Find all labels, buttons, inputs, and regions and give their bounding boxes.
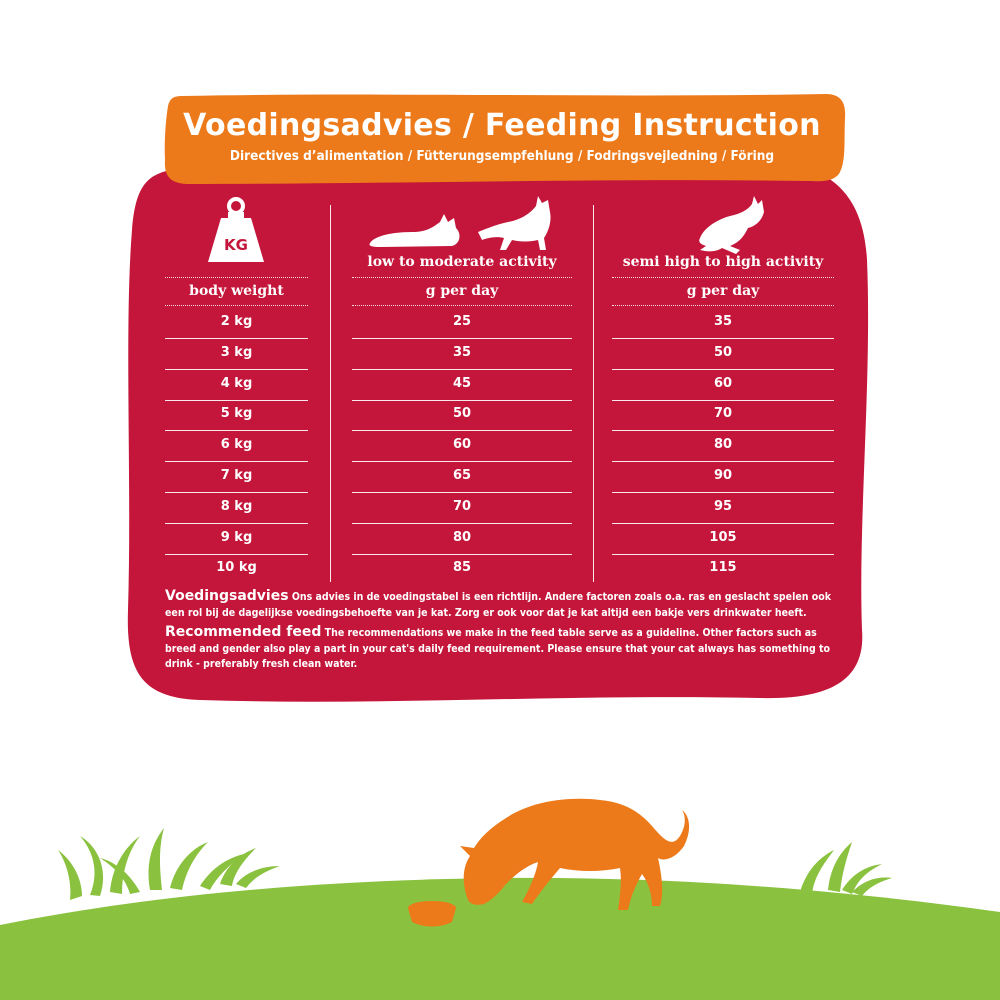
page-title: Voedingsadvies / Feeding Instruction bbox=[183, 108, 821, 143]
cell-weight: 8 kg bbox=[165, 492, 308, 524]
grass-blades-left bbox=[58, 828, 280, 900]
cell-weight: 6 kg bbox=[165, 430, 308, 463]
note-dutch-lead: Voedingsadvies bbox=[165, 588, 289, 604]
notes: Voedingsadvies Ons advies in de voedings… bbox=[165, 588, 845, 677]
header-rule bbox=[165, 277, 308, 278]
weight-icon-label: KG bbox=[224, 236, 248, 254]
cell-high-activity: 105 bbox=[612, 523, 834, 555]
cell-high-activity: 50 bbox=[612, 338, 834, 370]
cell-high-activity: 80 bbox=[612, 430, 834, 463]
cell-high-activity: 60 bbox=[612, 369, 834, 401]
weight-icon: KG bbox=[208, 197, 264, 262]
cell-high-activity: 95 bbox=[612, 492, 834, 524]
note-english-text: The recommendations we make in the feed … bbox=[165, 627, 831, 670]
cell-weight: 2 kg bbox=[165, 307, 308, 339]
cell-high-activity: 90 bbox=[612, 461, 834, 493]
column-label-low: low to moderate activity bbox=[367, 254, 557, 270]
column-label-high: semi high to high activity bbox=[622, 254, 824, 270]
cell-low-activity: 45 bbox=[352, 369, 572, 401]
cell-weight: 4 kg bbox=[165, 369, 308, 401]
header: Voedingsadvies / Feeding Instruction Dir… bbox=[167, 98, 837, 180]
column-unit-weight: body weight bbox=[189, 283, 284, 299]
standing-cat-icon bbox=[478, 196, 551, 250]
note-dutch-text: Ons advies in de voedingstabel is een ri… bbox=[165, 591, 832, 619]
grass-hill bbox=[0, 877, 1000, 1000]
header-rule bbox=[612, 305, 834, 306]
grass-blades-right bbox=[800, 842, 892, 896]
header-rule bbox=[165, 305, 308, 306]
cell-weight: 5 kg bbox=[165, 399, 308, 432]
column-unit-high: g per day bbox=[686, 283, 760, 299]
column-divider bbox=[593, 205, 594, 582]
lying-cat-icon bbox=[369, 214, 460, 247]
cell-weight: 9 kg bbox=[165, 523, 308, 555]
cell-low-activity: 65 bbox=[352, 461, 572, 493]
cell-low-activity: 60 bbox=[352, 430, 572, 463]
cell-low-activity: 25 bbox=[352, 307, 572, 339]
cell-weight: 7 kg bbox=[165, 461, 308, 493]
cell-high-activity: 115 bbox=[709, 560, 737, 576]
cell-low-activity: 35 bbox=[352, 338, 572, 370]
cell-low-activity: 50 bbox=[352, 399, 572, 432]
column-divider bbox=[330, 205, 331, 582]
cell-low-activity: 70 bbox=[352, 492, 572, 524]
cell-weight: 3 kg bbox=[165, 338, 308, 370]
running-cat-icon bbox=[699, 196, 764, 254]
header-rule bbox=[612, 277, 834, 278]
page-subtitle: Directives d’alimentation / Fütterungsem… bbox=[229, 148, 775, 164]
note-dutch: Voedingsadvies Ons advies in de voedings… bbox=[165, 588, 845, 621]
note-english: Recommended feed The recommendations we … bbox=[165, 624, 845, 673]
cell-low-activity: 85 bbox=[452, 560, 472, 576]
cell-weight: 10 kg bbox=[216, 560, 257, 576]
eating-cat-illustration bbox=[408, 798, 690, 927]
cell-low-activity: 80 bbox=[352, 523, 572, 555]
note-english-lead: Recommended feed bbox=[165, 624, 322, 640]
header-rule bbox=[352, 277, 572, 278]
header-rule bbox=[352, 305, 572, 306]
header-banner bbox=[164, 94, 846, 184]
cell-high-activity: 35 bbox=[612, 307, 834, 339]
cell-high-activity: 70 bbox=[612, 399, 834, 432]
column-unit-low: g per day bbox=[425, 283, 499, 299]
